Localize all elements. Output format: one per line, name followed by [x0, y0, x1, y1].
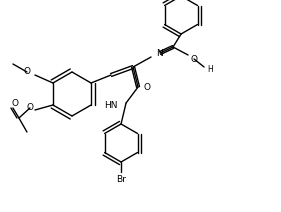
Text: O: O [26, 103, 33, 113]
Text: O: O [23, 67, 30, 77]
Text: O: O [191, 54, 198, 64]
Text: Br: Br [116, 174, 126, 184]
Text: H: H [207, 66, 213, 74]
Text: O: O [12, 99, 19, 109]
Text: N: N [156, 49, 163, 57]
Text: HN: HN [105, 102, 118, 110]
Text: O: O [144, 82, 151, 92]
